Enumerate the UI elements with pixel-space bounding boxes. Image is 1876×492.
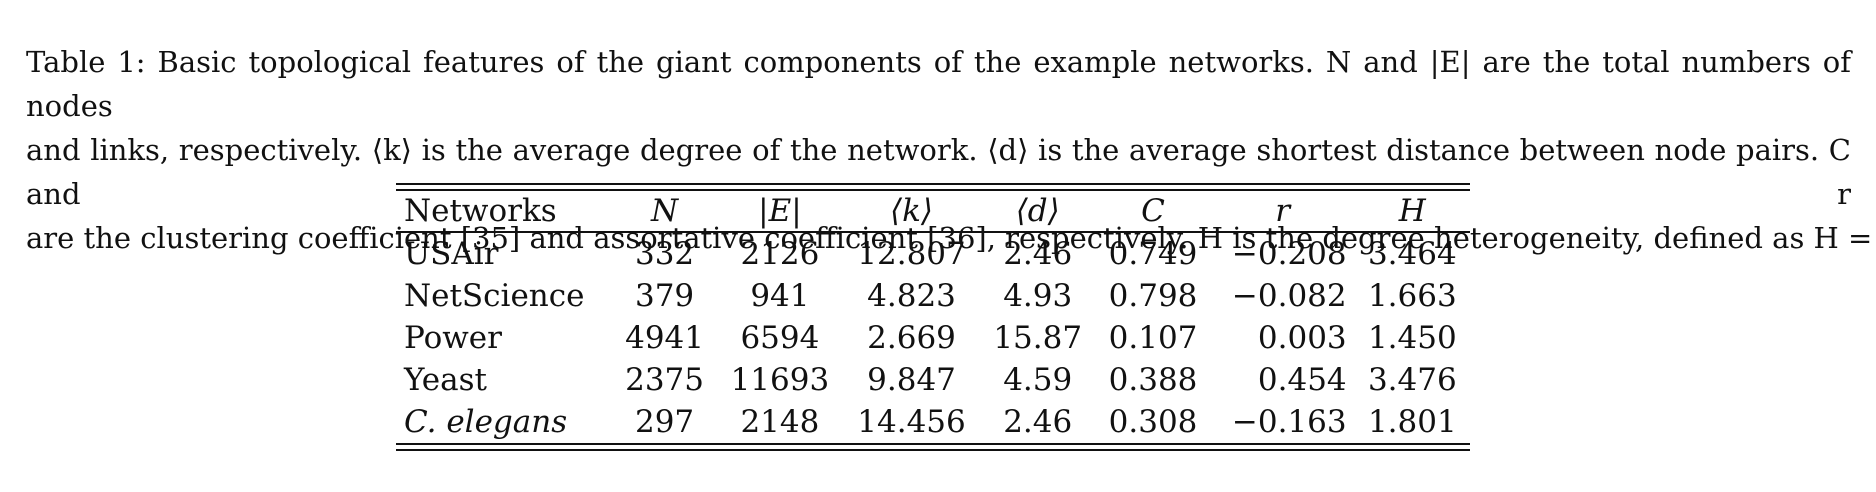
column-header-n: N (612, 191, 717, 233)
cell-heterogeneity: 1.450 (1367, 320, 1457, 356)
column-header-networks: Networks (396, 191, 613, 233)
cell-avg-degree: 12.807 (857, 236, 966, 272)
cell-heterogeneity: 3.476 (1367, 362, 1457, 398)
cell-n: 297 (634, 404, 695, 440)
cell-clustering: 0.107 (1108, 320, 1198, 356)
cell-edges: 941 (750, 278, 810, 314)
network-name: USAir (404, 236, 499, 272)
data-table: Networks N |E| ⟨k⟩ ⟨d⟩ C r H USAir 332 2… (396, 191, 1470, 443)
cell-n: 2375 (625, 362, 704, 398)
cell-heterogeneity: 1.801 (1367, 404, 1457, 440)
cell-n: 4941 (625, 320, 704, 356)
cell-avg-distance: 2.46 (1003, 404, 1073, 440)
cell-assortativity: 0.454 (1257, 362, 1347, 398)
column-header-avg-degree: ⟨k⟩ (843, 191, 981, 233)
cell-heterogeneity: 3.464 (1367, 236, 1457, 272)
cell-avg-degree: 14.456 (857, 404, 966, 440)
table-header-row: Networks N |E| ⟨k⟩ ⟨d⟩ C r H (396, 191, 1470, 233)
column-header-assortativity: r (1210, 191, 1355, 233)
cell-avg-distance: 4.93 (1003, 278, 1073, 314)
cell-n: 379 (634, 278, 695, 314)
column-header-clustering: C (1095, 191, 1211, 233)
caption-line-2: and links, respectively. ⟨k⟩ is the aver… (26, 133, 1851, 211)
cell-heterogeneity: 1.663 (1367, 278, 1457, 314)
cell-avg-degree: 2.669 (867, 320, 956, 356)
caption-line-1: Table 1: Basic topological features of t… (26, 45, 1851, 123)
cell-avg-distance: 15.87 (993, 320, 1083, 356)
column-header-edges: |E| (716, 191, 843, 233)
table-bottom-rule (396, 443, 1470, 451)
table-row: NetScience 379 941 4.823 4.93 0.798 −0.0… (396, 275, 1470, 317)
network-name: Power (404, 320, 502, 356)
cell-assortativity: −0.082 (1231, 278, 1347, 314)
cell-clustering: 0.798 (1108, 278, 1198, 314)
table-row: USAir 332 2126 12.807 2.46 0.749 −0.208 … (396, 232, 1470, 275)
table-row: Yeast 2375 11693 9.847 4.59 0.388 0.454 … (396, 359, 1470, 401)
network-name: NetScience (404, 278, 585, 314)
column-header-avg-distance: ⟨d⟩ (980, 191, 1096, 233)
table-row: Power 4941 6594 2.669 15.87 0.107 0.003 … (396, 317, 1470, 359)
cell-clustering: 0.749 (1108, 236, 1198, 272)
network-name: C. elegans (404, 404, 568, 440)
cell-assortativity: 0.003 (1257, 320, 1347, 356)
cell-avg-distance: 4.59 (1003, 362, 1073, 398)
cell-clustering: 0.388 (1108, 362, 1198, 398)
cell-edges: 6594 (740, 320, 820, 356)
cell-edges: 11693 (730, 362, 830, 398)
network-name: Yeast (404, 362, 487, 398)
cell-clustering: 0.308 (1108, 404, 1198, 440)
column-header-heterogeneity: H (1354, 191, 1470, 233)
table-row: C. elegans 297 2148 14.456 2.46 0.308 −0… (396, 401, 1470, 443)
table-top-rule (396, 183, 1470, 191)
cell-n: 332 (634, 236, 695, 272)
network-features-table: Networks N |E| ⟨k⟩ ⟨d⟩ C r H USAir 332 2… (396, 183, 1470, 451)
cell-avg-degree: 4.823 (867, 278, 956, 314)
cell-assortativity: −0.163 (1231, 404, 1347, 440)
cell-avg-degree: 9.847 (867, 362, 956, 398)
cell-avg-distance: 2.46 (1003, 236, 1073, 272)
cell-assortativity: −0.208 (1231, 236, 1347, 272)
cell-edges: 2148 (740, 404, 820, 440)
cell-edges: 2126 (740, 236, 820, 272)
